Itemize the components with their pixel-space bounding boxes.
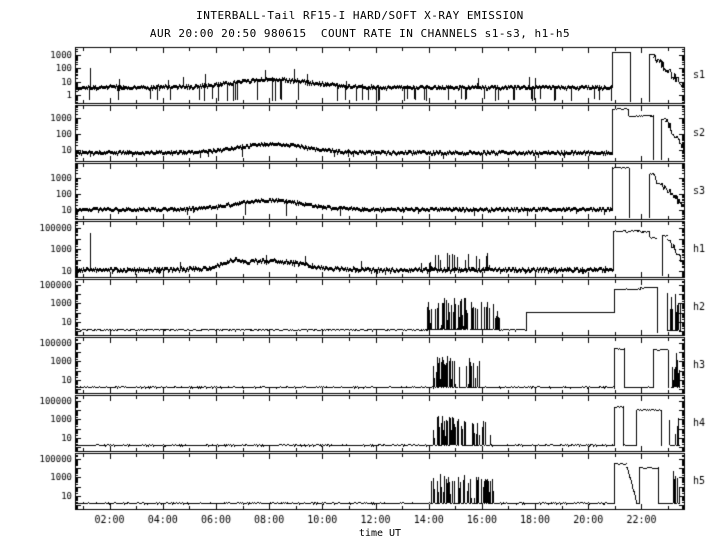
figure-title: INTERBALL-Tail RF15-I HARD/SOFT X-RAY EM…	[196, 9, 524, 22]
figure-subtitle: AUR 20:00 20:50 980615 COUNT RATE IN CHA…	[149, 27, 571, 40]
x-axis-label: time UT	[358, 528, 402, 539]
